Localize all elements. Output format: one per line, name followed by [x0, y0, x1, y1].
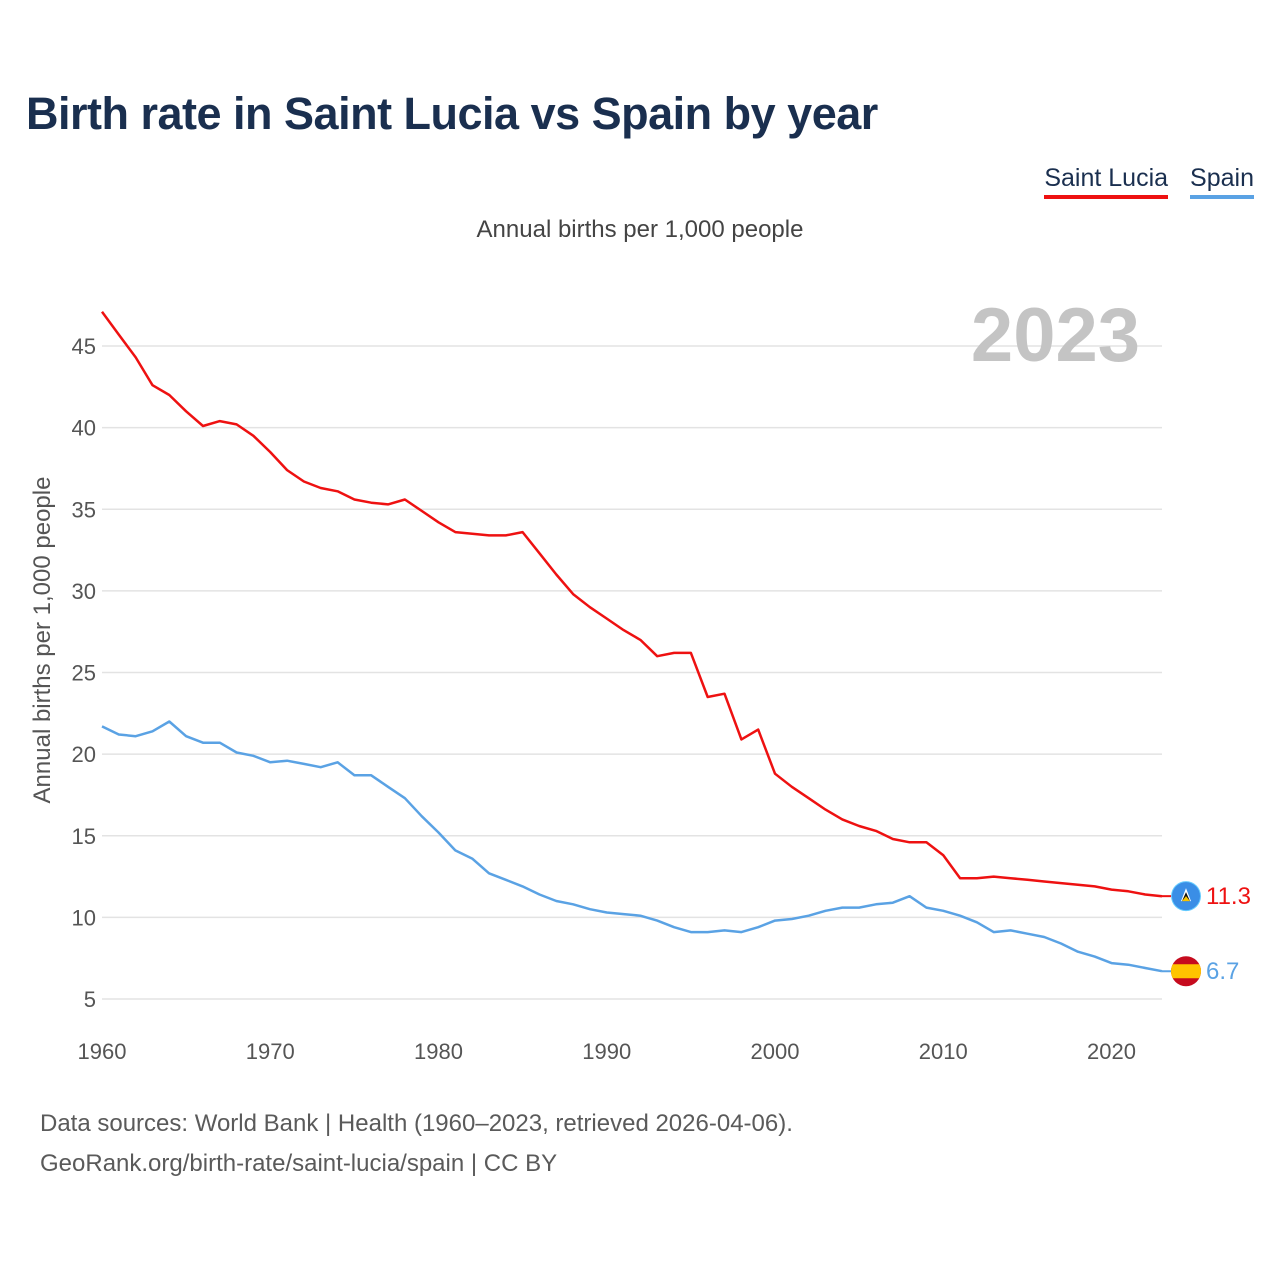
- end-value-label: 6.7: [1206, 958, 1239, 985]
- data-source-text: Data sources: World Bank | Health (1960–…: [40, 1110, 793, 1137]
- series-lines: [100, 310, 1163, 973]
- y-axis-label: Annual births per 1,000 people: [29, 477, 56, 804]
- legend: Saint Lucia Spain: [1044, 164, 1254, 199]
- legend-item-saint-lucia[interactable]: Saint Lucia: [1044, 164, 1169, 199]
- end-markers: 11.3 6.7: [1162, 881, 1251, 987]
- y-tick-label: 35: [72, 497, 96, 522]
- y-tick-label: 15: [72, 824, 96, 849]
- saint-lucia-flag-icon: [1171, 881, 1201, 912]
- end-value-label: 11.3: [1206, 883, 1251, 910]
- footer: Data sources: World Bank | Health (1960–…: [40, 1104, 793, 1184]
- y-tick-label: 30: [72, 579, 96, 604]
- x-tick-label: 1960: [78, 1039, 127, 1064]
- gridlines: [102, 345, 1162, 1000]
- series-line-saint-lucia: [100, 310, 1163, 898]
- y-tick-label: 5: [84, 987, 96, 1012]
- line-chart: 5 10 15 20 25 30 35 40 45 1960 1970 1980 1990 2000 20…: [29, 293, 1251, 1064]
- y-tick-label: 25: [72, 661, 96, 686]
- x-tick-label: 2000: [751, 1039, 800, 1064]
- y-tick-label: 10: [72, 905, 96, 930]
- source-url-text: GeoRank.org/birth-rate/saint-lucia/spain…: [40, 1150, 558, 1177]
- legend-item-spain[interactable]: Spain: [1190, 164, 1254, 199]
- y-tick-label: 40: [72, 416, 96, 441]
- chart-title: Birth rate in Saint Lucia vs Spain by ye…: [26, 88, 878, 139]
- x-axis-ticks: 1960 1970 1980 1990 2000 2010 2020: [78, 1039, 1136, 1064]
- chart-subtitle: Annual births per 1,000 people: [476, 216, 804, 243]
- x-tick-label: 1990: [582, 1039, 631, 1064]
- x-tick-label: 1980: [414, 1039, 463, 1064]
- x-tick-label: 2020: [1087, 1039, 1136, 1064]
- x-tick-label: 1970: [246, 1039, 295, 1064]
- spain-flag-icon: [1171, 956, 1201, 987]
- y-tick-label: 45: [72, 334, 96, 359]
- y-tick-label: 20: [72, 742, 96, 767]
- year-label: 2023: [971, 293, 1140, 378]
- x-tick-label: 2010: [919, 1039, 968, 1064]
- y-axis-ticks: 5 10 15 20 25 30 35 40 45: [72, 334, 96, 1012]
- series-line-spain: [101, 720, 1163, 973]
